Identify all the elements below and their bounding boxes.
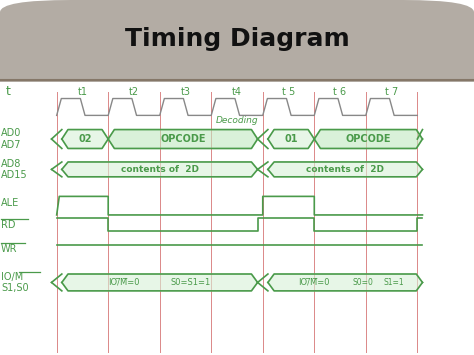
Polygon shape (62, 162, 257, 177)
Text: ALE: ALE (1, 198, 19, 208)
Text: Timing Diagram: Timing Diagram (125, 27, 349, 51)
Text: t: t (5, 85, 10, 98)
Text: t1: t1 (77, 87, 87, 97)
Bar (0, 61, 474, 82)
Polygon shape (62, 274, 257, 291)
Text: t2: t2 (129, 87, 139, 97)
Text: IO/M: IO/M (1, 272, 23, 282)
Text: contents of  2D: contents of 2D (121, 165, 199, 174)
Text: t 6: t 6 (334, 87, 346, 97)
Text: S0=0: S0=0 (353, 278, 374, 287)
Polygon shape (268, 130, 314, 148)
Polygon shape (314, 130, 422, 148)
Text: contents of  2D: contents of 2D (306, 165, 384, 174)
Text: t 5: t 5 (282, 87, 295, 97)
Text: OPCODE: OPCODE (160, 134, 206, 144)
Text: t3: t3 (181, 87, 191, 97)
Text: 02: 02 (78, 134, 92, 144)
FancyBboxPatch shape (0, 0, 474, 82)
Text: S1=1: S1=1 (384, 278, 404, 287)
Text: IO/̅M̅=0: IO/̅M̅=0 (299, 278, 330, 287)
Text: t 7: t 7 (385, 87, 398, 97)
Text: t4: t4 (232, 87, 242, 97)
Text: WR: WR (1, 244, 18, 254)
Polygon shape (268, 274, 422, 291)
Text: RD: RD (1, 220, 16, 230)
Text: AD8
AD15: AD8 AD15 (1, 159, 27, 180)
Text: AD0
AD7: AD0 AD7 (1, 128, 21, 150)
Text: Decoding: Decoding (216, 116, 258, 125)
Text: 01: 01 (284, 134, 298, 144)
Polygon shape (108, 130, 257, 148)
Polygon shape (268, 162, 422, 177)
Text: S1,S0: S1,S0 (1, 283, 28, 293)
Polygon shape (62, 130, 108, 148)
Text: IO/̅M̅=0: IO/̅M̅=0 (108, 278, 139, 287)
Text: S0=S1=1: S0=S1=1 (171, 278, 211, 287)
Text: OPCODE: OPCODE (346, 134, 391, 144)
